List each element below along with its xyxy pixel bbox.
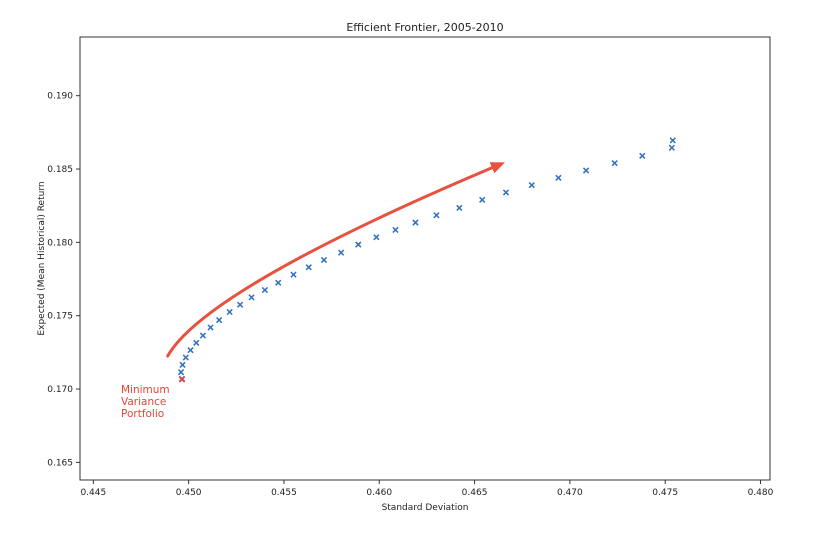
frontier-point bbox=[611, 160, 618, 167]
frontier-point bbox=[528, 182, 535, 189]
frontier-point bbox=[433, 212, 440, 219]
trend-arrow bbox=[166, 162, 503, 358]
frontier-point bbox=[338, 249, 345, 256]
frontier-point bbox=[582, 167, 590, 174]
frontier-point bbox=[392, 226, 399, 234]
min-variance-point bbox=[178, 376, 186, 383]
frontier-point bbox=[248, 294, 255, 301]
frontier-point bbox=[182, 354, 189, 361]
frontier-point bbox=[199, 332, 207, 339]
trend-arrow-head bbox=[489, 162, 505, 174]
frontier-point bbox=[177, 369, 185, 376]
frontier-point bbox=[668, 144, 675, 151]
frontier-point bbox=[555, 174, 562, 181]
x-tick-label: 0.470 bbox=[557, 488, 583, 498]
frontier-point bbox=[193, 339, 200, 346]
frontier-point bbox=[639, 152, 646, 159]
frontier-point bbox=[412, 219, 419, 226]
x-tick-label: 0.480 bbox=[748, 488, 774, 498]
y-axis-label: Expected (Mean Historical) Return bbox=[37, 181, 47, 335]
frontier-point bbox=[355, 241, 362, 248]
x-tick-label: 0.450 bbox=[176, 488, 202, 498]
frontier-point bbox=[275, 279, 282, 286]
x-tick-label: 0.445 bbox=[80, 488, 106, 498]
x-tick-label: 0.460 bbox=[366, 488, 392, 498]
y-tick-label: 0.170 bbox=[47, 385, 73, 395]
y-tick-label: 0.180 bbox=[47, 238, 73, 248]
frontier-point bbox=[226, 308, 233, 316]
frontier-point bbox=[261, 286, 269, 294]
frontier-point bbox=[290, 271, 297, 278]
frontier-point bbox=[305, 264, 312, 271]
x-tick-label: 0.455 bbox=[271, 488, 297, 498]
frontier-point bbox=[479, 196, 486, 203]
frontier-point bbox=[373, 234, 380, 241]
frontier-point bbox=[216, 316, 223, 324]
chart-title: Efficient Frontier, 2005-2010 bbox=[346, 21, 503, 34]
y-tick-label: 0.165 bbox=[47, 458, 73, 468]
y-tick-label: 0.175 bbox=[47, 312, 73, 322]
y-tick-label: 0.185 bbox=[47, 165, 73, 175]
annotation-line: Portfolio bbox=[121, 408, 164, 420]
frontier-point bbox=[502, 189, 510, 196]
x-axis-label: Standard Deviation bbox=[382, 503, 469, 513]
x-tick-label: 0.475 bbox=[652, 488, 678, 498]
frontier-point bbox=[207, 324, 214, 331]
frontier-point bbox=[669, 137, 676, 144]
x-tick-label: 0.465 bbox=[462, 488, 488, 498]
frontier-point bbox=[179, 361, 186, 368]
y-tick-label: 0.190 bbox=[47, 92, 73, 102]
annotation-line: Variance bbox=[121, 396, 166, 408]
frontier-point bbox=[236, 301, 244, 308]
frontier-point bbox=[320, 256, 328, 264]
frontier-point bbox=[456, 204, 463, 212]
annotation-line: Minimum bbox=[121, 384, 170, 396]
frontier-point bbox=[187, 347, 194, 354]
plot-frame bbox=[79, 36, 771, 481]
